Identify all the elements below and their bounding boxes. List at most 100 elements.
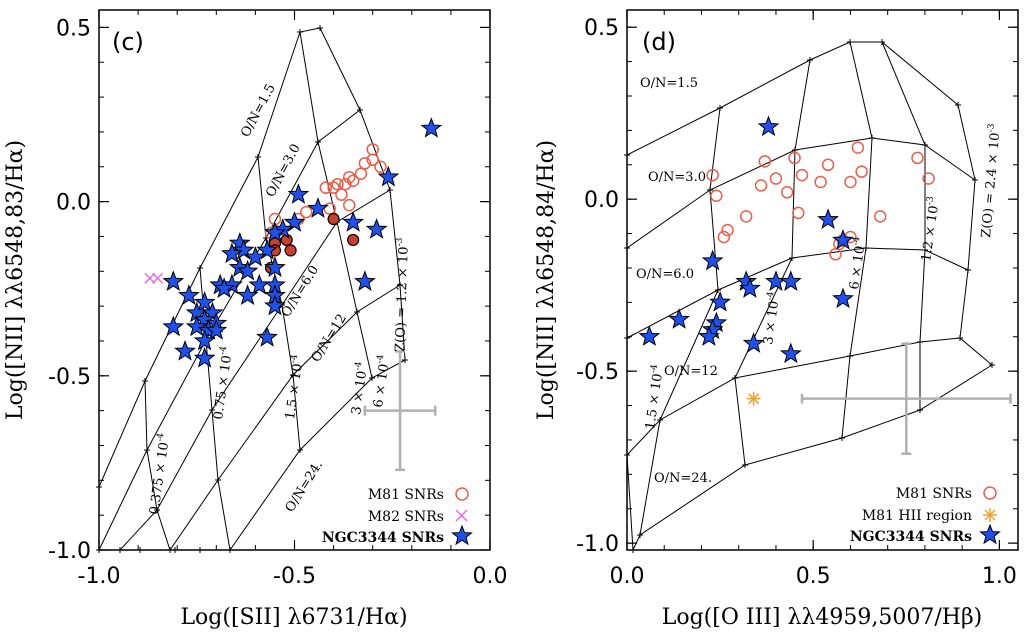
panel-d-on-1.5: O/N=1.5: [640, 76, 698, 91]
ngc3344-snr-point: [832, 287, 854, 309]
panel-d-z5: Z(O) = 2.4 × 10-3: [977, 123, 1004, 238]
ngc3344-snr-point: [365, 218, 388, 239]
ngc3344-snr-point: [307, 197, 329, 218]
ngc3344-snr-point: [832, 228, 854, 250]
ngc3344-snr-point: [213, 277, 235, 298]
ngc3344-snr-point: [232, 238, 255, 260]
m81-snr-point: [717, 230, 731, 244]
error-bar: [800, 342, 1012, 455]
legend-d-m81-marker: [983, 486, 997, 500]
panel-d-ticks: 0.0 0.5 1.0 0.5 0.0 -0.5 -1.0: [576, 10, 1018, 589]
panel-c-ticks: -1.0 -0.5 0.0 0.5 0.0 -0.5 -1.0: [48, 10, 508, 589]
panel-d-on-3.0: O/N=3.0: [648, 170, 706, 185]
panel-d-on-12: O/N=12: [664, 364, 718, 379]
m81-snr-point: [366, 153, 379, 167]
ngc3344-snr-point: [377, 165, 400, 187]
m81-snr-filled-point: [347, 233, 360, 247]
ngc3344-snr-point: [162, 270, 185, 291]
ngc3344-snr-point: [185, 315, 208, 337]
ngc3344-snr-point: [236, 284, 259, 305]
panel-d-frame: [626, 9, 1019, 551]
ngc3344-snr-point: [287, 183, 310, 204]
legend-d-ngc: NGC3344 SNRs: [850, 529, 972, 545]
panel-c-xlabel: Log([SII] λ6731/Hα): [180, 605, 407, 630]
m81-snr-point: [851, 141, 865, 154]
ngc3344-snr-point: [742, 332, 765, 353]
m81-snr-point: [327, 181, 340, 194]
legend-c-m81-marker: [455, 487, 469, 501]
ngc3344-snr-point: [342, 211, 365, 232]
panel-c-ylabel: Log([NII] λλ6548,83/Hα): [3, 140, 28, 420]
ngc3344-snr-point: [779, 270, 802, 291]
panel-d-on-24: O/N=24.: [654, 471, 712, 486]
panel-c: -1.0 -0.5 0.0 0.5 0.0 -0.5 -1.0 (c) O/N=1.5 O/…: [3, 9, 508, 630]
m81-snr-filled-point: [284, 244, 297, 257]
panel-c-on-line: [119, 189, 391, 551]
panel-c-model-grid: [96, 25, 408, 553]
m82-snr-point: [152, 272, 164, 284]
legend-d-hii: M81 HII region: [862, 508, 972, 524]
legend-d-ngc-marker: [979, 523, 1001, 545]
panel-d-z-line: [881, 41, 926, 410]
x-tick-label: -0.5: [273, 564, 316, 589]
ngc3344-snr-point: [757, 115, 780, 137]
legend-c-m81: M81 SNRs: [368, 487, 444, 503]
ngc3344-snr-point: [264, 294, 286, 316]
ngc3344-snr-point: [256, 326, 278, 347]
panel-c-on-6.0: O/N=6.0: [279, 263, 322, 320]
y-tick-label: 0.5: [584, 16, 619, 41]
m81-snr-point: [358, 157, 372, 170]
ngc3344-snr-point: [354, 270, 376, 291]
ngc3344-snr-point: [817, 208, 839, 230]
ngc3344-snr-point: [178, 284, 200, 305]
x-tick-label: 1.0: [982, 564, 1017, 589]
ngc3344-snr-point: [420, 117, 443, 138]
ngc3344-snr-point: [283, 211, 306, 232]
m81-snr-point: [873, 210, 887, 223]
ngc3344-snr-point: [264, 221, 286, 243]
m81-snr-point: [814, 175, 827, 189]
m81-snr-point: [721, 223, 734, 237]
ngc3344-snr-point: [701, 249, 724, 271]
ngc3344-snr-point: [779, 342, 802, 364]
m81-snr-point: [911, 151, 924, 165]
panel-d-z2: 3 × 10-4: [759, 291, 783, 346]
legend-d-m81: M81 SNRs: [896, 486, 972, 502]
ngc3344-snr-point: [256, 238, 278, 260]
m81-snr-point: [922, 172, 935, 185]
panel-c-z4: 3 × 10-4: [347, 361, 371, 416]
m81-snr-point: [710, 189, 723, 202]
m81-snr-point: [855, 165, 868, 178]
y-tick-label: 0.0: [584, 188, 619, 213]
m81-snr-point: [354, 167, 368, 180]
panel-d-label: (d): [642, 28, 676, 56]
panel-d-on-line: [626, 137, 976, 249]
panel-c-on-line: [98, 27, 321, 488]
m81-snr-point: [795, 168, 809, 182]
panel-d-z4: 1.2 × 10-3: [917, 195, 943, 262]
m81-snr-point: [299, 205, 313, 219]
x-tick-label: 0.0: [610, 564, 645, 589]
m81-snr-point: [331, 177, 344, 191]
ngc3344-snr-point: [698, 325, 720, 346]
legend-d-hii-marker: [983, 508, 997, 522]
m81-snr-point: [342, 170, 356, 184]
panel-d-markers: [638, 115, 1012, 455]
m81-snr-point: [366, 143, 379, 156]
panel-c-z5: 6 × 10-4: [369, 354, 393, 409]
m81-snr-point: [339, 177, 352, 191]
ngc3344-snr-point: [638, 325, 661, 346]
m81-snr-point: [829, 247, 842, 261]
panel-d-z-line: [626, 155, 634, 551]
m81-hii-point: [746, 391, 761, 406]
ngc3344-snr-point: [264, 256, 286, 278]
ngc3344-snr-point: [174, 339, 196, 361]
x-tick-label: 0.5: [796, 564, 831, 589]
x-tick-label: 0.0: [473, 564, 508, 589]
m81-snr-point: [769, 172, 783, 185]
panel-c-on-line: [98, 109, 361, 551]
y-tick-label: 0.5: [56, 16, 91, 41]
panel-d-on-line: [632, 364, 993, 551]
panel-c-z6: Z(O) = 1.2 × 10-3: [391, 237, 412, 352]
